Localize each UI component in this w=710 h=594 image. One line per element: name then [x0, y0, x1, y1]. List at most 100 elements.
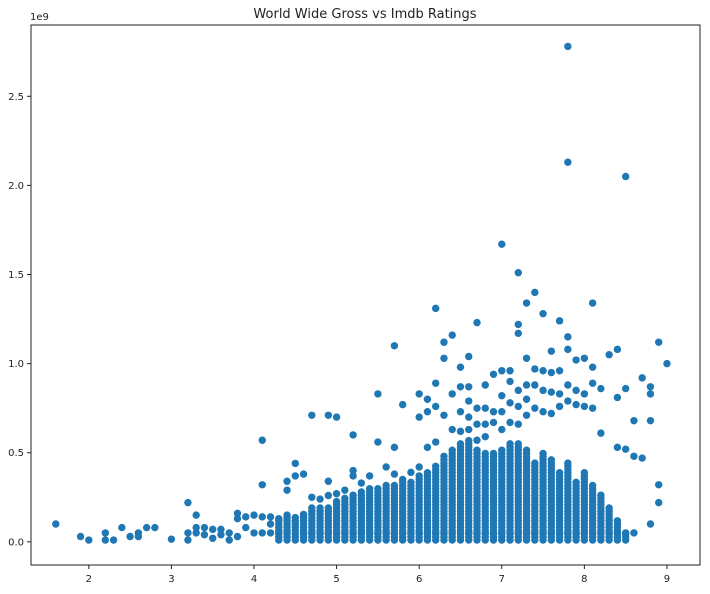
data-point	[489, 418, 498, 427]
data-point	[506, 418, 514, 427]
data-point	[456, 427, 465, 436]
data-point	[473, 404, 481, 412]
data-point	[564, 345, 572, 354]
data-point	[613, 393, 622, 402]
data-point	[473, 446, 481, 454]
data-point	[481, 404, 489, 412]
data-point	[597, 384, 605, 393]
data-point	[382, 463, 390, 471]
data-point	[266, 513, 275, 521]
y-tick-label: 2.0	[8, 181, 24, 192]
data-point	[522, 354, 531, 362]
data-point	[547, 409, 556, 418]
x-tick-label: 5	[333, 574, 339, 585]
data-point	[514, 269, 522, 277]
data-point	[456, 383, 465, 391]
data-point	[646, 520, 655, 528]
data-point	[465, 413, 473, 421]
data-point	[440, 354, 448, 362]
data-point	[580, 390, 589, 398]
data-point	[299, 470, 308, 478]
data-point	[126, 532, 134, 541]
x-tick-label: 7	[499, 574, 505, 585]
data-point	[539, 408, 547, 416]
data-point	[407, 478, 415, 487]
data-point	[217, 525, 225, 534]
data-point	[233, 532, 242, 541]
data-point	[564, 381, 572, 389]
data-point	[547, 368, 556, 377]
data-point	[506, 399, 514, 407]
data-point	[588, 379, 597, 387]
data-point	[572, 400, 580, 409]
tick-layer: 2 3 4 5 6 7 8 9 0.0 0.5 1.0 1.5 2.0 2.5	[8, 92, 670, 585]
x-tick-label: 9	[664, 574, 670, 585]
data-point	[324, 491, 333, 500]
x-tick-label: 6	[416, 574, 422, 585]
data-point	[489, 370, 498, 379]
data-point	[258, 436, 266, 444]
data-point	[547, 347, 556, 355]
data-point	[498, 367, 506, 375]
data-point	[588, 299, 597, 307]
data-point	[101, 536, 110, 544]
data-point	[209, 525, 217, 534]
data-point	[646, 383, 655, 391]
data-point	[522, 299, 531, 307]
data-point	[142, 523, 151, 532]
data-point	[448, 446, 456, 454]
data-point	[192, 523, 200, 532]
data-point	[465, 436, 473, 445]
data-point	[564, 459, 572, 467]
data-point	[283, 486, 291, 494]
data-point	[465, 383, 473, 391]
y-tick-label: 1.5	[8, 270, 24, 281]
data-point	[588, 363, 597, 371]
data-point	[242, 513, 250, 521]
data-point	[390, 342, 399, 350]
data-point	[415, 463, 423, 471]
data-point	[522, 446, 531, 454]
data-point	[605, 351, 613, 359]
data-point	[398, 478, 407, 487]
data-point	[308, 411, 316, 419]
data-point	[242, 523, 250, 532]
data-point	[217, 531, 225, 539]
data-point	[192, 529, 200, 537]
data-point	[646, 416, 655, 425]
data-point	[605, 504, 613, 512]
data-point	[498, 425, 506, 434]
data-point	[341, 494, 349, 503]
data-point	[498, 240, 506, 248]
data-point	[258, 529, 266, 537]
data-point	[341, 486, 349, 494]
data-point	[432, 402, 440, 411]
data-point	[621, 445, 630, 453]
data-point	[621, 529, 630, 538]
data-point	[539, 449, 547, 458]
data-point	[423, 443, 432, 452]
data-point	[514, 320, 522, 329]
data-point	[580, 354, 589, 362]
data-point	[398, 400, 407, 409]
data-point	[332, 490, 341, 498]
data-point	[448, 331, 456, 339]
data-point	[250, 511, 258, 519]
data-point	[440, 338, 448, 346]
data-point	[564, 397, 572, 405]
data-point	[498, 446, 506, 454]
data-point	[539, 367, 547, 375]
data-point	[621, 172, 630, 181]
data-point	[448, 425, 456, 434]
data-point	[481, 381, 489, 389]
y-tick-label: 1.0	[8, 359, 24, 370]
data-point	[365, 485, 374, 493]
data-point	[308, 493, 316, 501]
data-point	[473, 436, 481, 444]
data-point	[299, 510, 308, 519]
data-point	[440, 411, 448, 419]
data-point	[613, 443, 622, 452]
data-point	[374, 390, 382, 398]
